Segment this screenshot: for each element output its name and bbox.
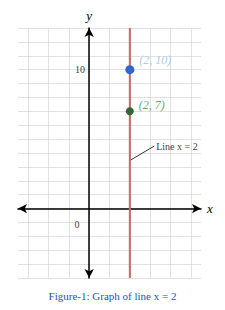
svg-text:(2, 7): (2, 7) <box>139 98 165 112</box>
svg-text:(2, 10): (2, 10) <box>139 53 171 67</box>
svg-text:Line x = 2: Line x = 2 <box>156 141 197 152</box>
svg-text:Figure-1: Graph of line x = 2: Figure-1: Graph of line x = 2 <box>49 290 177 302</box>
svg-text:10: 10 <box>75 64 85 75</box>
svg-text:0: 0 <box>74 219 79 230</box>
svg-text:y: y <box>84 8 92 23</box>
svg-text:x: x <box>206 201 213 216</box>
